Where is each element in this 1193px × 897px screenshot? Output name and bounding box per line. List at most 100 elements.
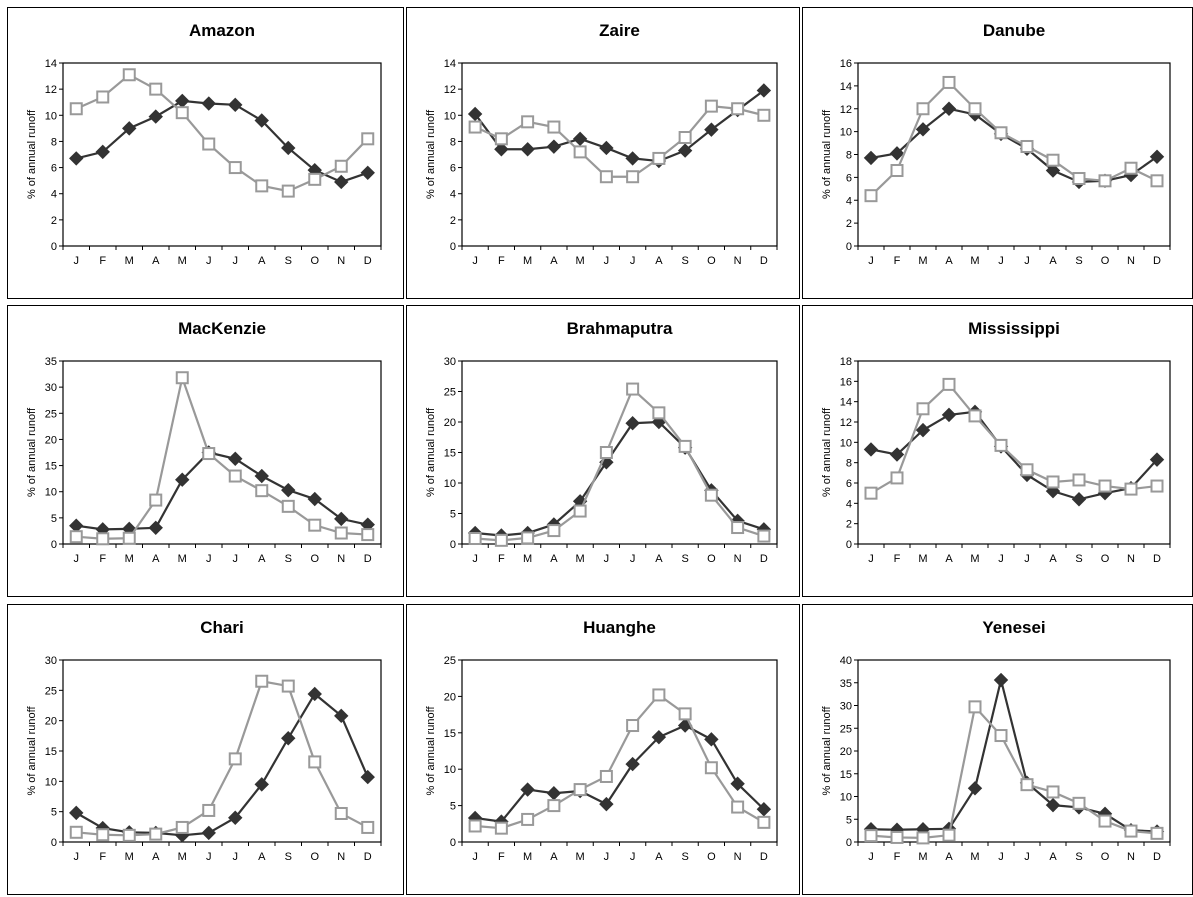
data-point-square xyxy=(521,531,535,545)
x-tick-label: S xyxy=(1075,553,1082,565)
y-tick-label: 30 xyxy=(45,382,57,394)
x-tick-label: O xyxy=(707,255,716,267)
y-tick-label: 25 xyxy=(840,723,852,735)
y-tick-label: 15 xyxy=(444,728,456,740)
y-tick-label: 10 xyxy=(444,110,456,122)
data-point-square xyxy=(599,170,613,184)
data-point-square xyxy=(942,75,956,89)
data-point-diamond xyxy=(967,781,983,796)
x-tick-label: O xyxy=(707,553,716,565)
data-point-square xyxy=(704,99,718,113)
series-square xyxy=(468,688,771,835)
x-tick-label: N xyxy=(1127,553,1135,565)
data-point-diamond xyxy=(546,139,562,154)
y-tick-label: 25 xyxy=(45,408,57,420)
data-point-square xyxy=(599,446,613,459)
data-point-square xyxy=(468,120,482,134)
data-point-square xyxy=(202,137,216,151)
x-tick-label: J xyxy=(74,255,80,267)
chart-panel-brahmaputra: Brahmaputra % of annual runoff 0 5 10 15 20 25 3… xyxy=(406,305,800,597)
x-tick-label: N xyxy=(734,553,742,565)
data-point-diamond xyxy=(467,106,483,122)
x-tick-label: O xyxy=(1101,851,1110,863)
x-tick-label: F xyxy=(498,553,505,565)
x-tick-label: F xyxy=(99,553,106,565)
series-square xyxy=(468,382,771,547)
data-point-square xyxy=(1150,826,1164,840)
y-tick-label: 5 xyxy=(51,807,57,819)
x-tick-label: J xyxy=(868,851,874,863)
x-tick-label: J xyxy=(74,851,80,863)
data-point-diamond xyxy=(889,146,905,161)
x-tick-label: A xyxy=(550,255,558,267)
data-point-square xyxy=(890,164,904,178)
data-point-square xyxy=(1020,778,1034,792)
chart-panel-mackenzie: MacKenzie % of annual runoff 0 5 10 15 20 25 30 3… xyxy=(7,305,404,597)
x-tick-label: J xyxy=(868,255,874,267)
x-tick-label: O xyxy=(707,851,716,863)
y-axis-label: % of annual runoff xyxy=(821,109,833,199)
y-tick-label: 10 xyxy=(45,110,57,122)
data-point-square xyxy=(122,828,136,842)
series-line xyxy=(76,679,369,837)
series-line xyxy=(474,724,765,823)
plot-area xyxy=(461,62,778,247)
data-point-square xyxy=(175,820,189,834)
data-point-diamond xyxy=(175,472,190,487)
y-tick-label: 6 xyxy=(51,163,57,175)
x-tick-label: J xyxy=(604,553,610,565)
x-tick-label: A xyxy=(655,851,663,863)
data-point-diamond xyxy=(915,122,931,137)
data-point-diamond xyxy=(175,93,190,109)
data-point-square xyxy=(494,132,508,146)
y-tick-label: 16 xyxy=(840,376,852,388)
x-tick-label: J xyxy=(630,553,636,565)
chart-panel-zaire: Zaire % of annual runoff 0 2 4 6 8 10 12 14 J F M A M J… xyxy=(406,7,800,299)
x-tick-label: A xyxy=(258,553,266,565)
y-tick-label: 10 xyxy=(840,127,852,139)
y-tick-label: 16 xyxy=(840,58,852,70)
data-point-diamond xyxy=(599,140,614,156)
data-point-square xyxy=(255,484,269,498)
series-line xyxy=(475,387,765,542)
data-point-square xyxy=(175,371,189,385)
data-point-square xyxy=(968,700,982,714)
x-tick-label: F xyxy=(894,553,901,565)
data-point-square xyxy=(1072,172,1086,186)
data-point-square xyxy=(942,828,956,842)
x-tick-label: J xyxy=(630,255,636,267)
series-diamond xyxy=(467,718,772,829)
x-tick-label: S xyxy=(681,255,688,267)
x-tick-label: J xyxy=(472,553,478,565)
x-tick-label: O xyxy=(310,255,319,267)
data-point-square xyxy=(1020,139,1034,153)
x-tick-label: F xyxy=(894,255,901,267)
x-tick-label: M xyxy=(178,553,187,565)
data-point-square xyxy=(994,438,1008,452)
y-tick-label: 30 xyxy=(444,356,456,368)
series-diamond xyxy=(863,404,1165,507)
data-point-square xyxy=(1046,475,1060,489)
series-square xyxy=(864,377,1164,500)
y-tick-label: 14 xyxy=(840,397,852,409)
data-point-diamond xyxy=(1045,797,1061,813)
data-point-square xyxy=(864,486,878,500)
data-point-square xyxy=(626,170,640,184)
x-tick-label: S xyxy=(1075,255,1082,267)
data-point-square xyxy=(731,800,745,814)
y-axis-label: % of annual runoff xyxy=(26,706,38,796)
series-diamond xyxy=(467,83,772,169)
data-point-diamond xyxy=(360,769,375,785)
x-tick-label: F xyxy=(498,851,505,863)
x-tick-label: N xyxy=(734,255,742,267)
data-point-square xyxy=(599,769,613,783)
data-point-square xyxy=(228,161,242,175)
y-tick-label: 0 xyxy=(450,837,456,849)
data-point-diamond xyxy=(122,121,137,136)
data-point-square xyxy=(521,812,535,826)
data-point-diamond xyxy=(756,802,772,817)
y-tick-label: 0 xyxy=(51,837,57,849)
data-point-square xyxy=(361,820,375,834)
x-tick-label: M xyxy=(576,553,585,565)
data-point-square xyxy=(1150,479,1164,493)
